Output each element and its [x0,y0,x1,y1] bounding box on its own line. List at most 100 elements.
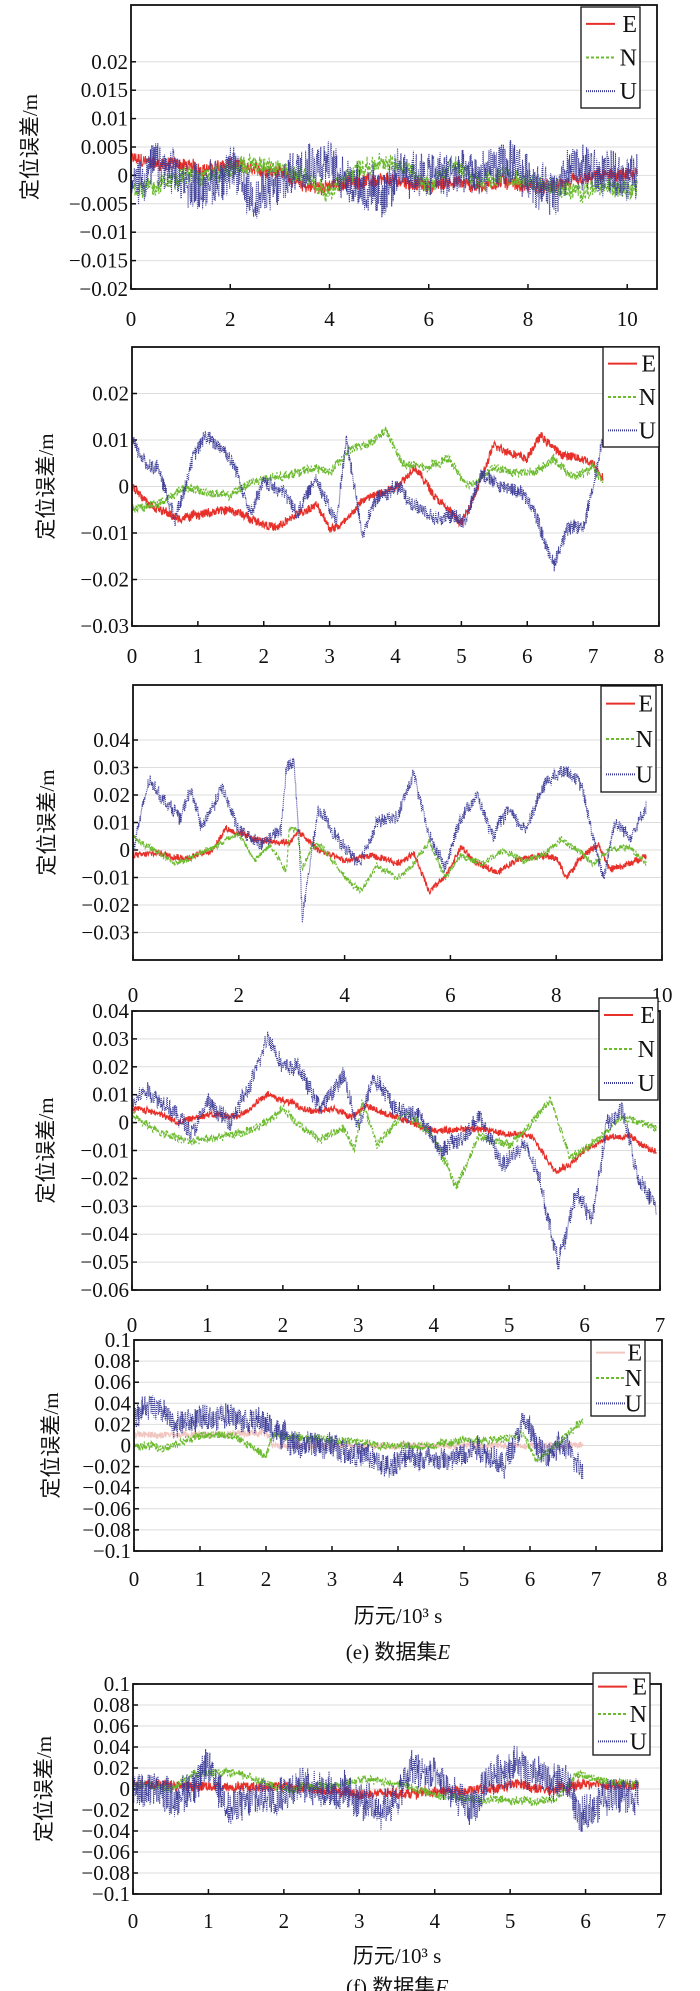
caption-prefix: (e) 数据集 [346,1640,438,1664]
series-line-N [133,824,647,895]
y-tick-label: −0.01 [79,220,128,244]
chart-panel-f: −0.1−0.08−0.06−0.04−0.0200.020.040.060.0… [32,1672,666,1991]
y-tick-label: −0.08 [82,1518,131,1542]
legend-label-N: N [636,727,653,753]
x-tick-label: 2 [259,644,270,668]
x-tick-label: 4 [390,644,401,668]
x-tick-label: 4 [339,983,350,1007]
x-tick-label: 7 [656,1909,667,1933]
legend-label-E: E [632,1675,647,1701]
y-tick-label: −0.03 [80,1194,129,1218]
y-axis-label: 定位误差/m [35,769,59,875]
x-tick-label: 8 [657,1567,668,1591]
series-line-E [132,432,604,534]
series-line-N [133,1767,639,1807]
y-tick-label: 0.02 [92,382,129,406]
y-tick-label: −0.015 [69,249,128,273]
y-tick-label: −0.06 [80,1278,129,1302]
y-tick-label: −0.08 [81,1861,130,1885]
y-tick-label: 0.04 [92,999,129,1023]
x-tick-label: 1 [203,1909,214,1933]
x-tick-label: 3 [353,1313,364,1337]
y-tick-label: 0.02 [93,783,130,807]
y-tick-label: −0.1 [93,1539,131,1563]
y-tick-label: −0.01 [80,1139,129,1163]
legend-label-E: E [638,692,653,718]
y-tick-label: −0.03 [80,614,129,638]
x-tick-label: 2 [225,307,236,331]
x-tick-label: 1 [193,644,204,668]
x-tick-label: 7 [588,644,599,668]
y-tick-label: 0 [120,1777,131,1801]
y-tick-label: −0.02 [81,1798,130,1822]
y-tick-label: 0.01 [92,428,129,452]
x-tick-label: 6 [445,983,456,1007]
y-tick-label: 0.1 [104,1672,130,1696]
y-tick-label: 0 [118,163,129,187]
series-group [133,758,647,923]
x-tick-label: 8 [523,307,534,331]
series-line-U [133,758,647,923]
x-axis-label: 历元/10³ s [353,1944,442,1968]
y-tick-label: −0.02 [81,893,130,917]
x-tick-label: 0 [129,1567,140,1591]
y-tick-label: 0.04 [93,728,130,752]
x-tick-label: 3 [324,644,335,668]
y-tick-label: 0 [119,475,130,499]
plot-frame [132,684,663,961]
chart-panel-e: −0.1−0.08−0.06−0.04−0.0200.020.040.060.0… [39,1328,667,1664]
y-tick-label: 0 [119,1111,130,1135]
series-line-U [134,1395,584,1480]
legend: ENU [598,997,659,1101]
y-tick-label: 0.06 [94,1370,131,1394]
y-tick-label: −0.04 [81,1819,130,1843]
y-tick-label: −0.03 [81,921,130,945]
legend: ENU [592,1672,651,1756]
legend-label-E: E [622,12,637,38]
x-tick-label: 2 [279,1909,290,1933]
x-tick-label: 5 [504,1313,515,1337]
x-tick-label: 4 [429,1909,440,1933]
y-tick-label: 0.015 [81,78,128,102]
legend: ENU [580,6,641,109]
series-group [131,140,638,219]
x-tick-label: 1 [202,1313,213,1337]
x-tick-label: 7 [655,1313,666,1337]
y-tick-label: 0 [120,838,131,862]
y-axis-label: 定位误差/m [34,1097,58,1203]
legend: ENU [590,1339,646,1417]
caption-dataset-letter: F [434,1975,448,1991]
legend: ENU [602,346,660,448]
y-tick-label: 0.02 [94,1412,131,1436]
x-tick-label: 4 [393,1567,404,1591]
series-line-U [132,1031,657,1270]
x-tick-label: 0 [127,644,138,668]
x-tick-label: 5 [505,1909,516,1933]
y-axis-label: 定位误差/m [39,1392,63,1498]
y-tick-label: 0.1 [105,1328,131,1352]
x-tick-label: 6 [525,1567,536,1591]
x-tick-label: 5 [456,644,467,668]
y-tick-label: −0.02 [80,1166,129,1190]
y-tick-label: 0.005 [81,135,128,159]
y-tick-label: −0.01 [80,521,129,545]
x-tick-label: 8 [654,644,665,668]
x-tick-label: 8 [551,983,562,1007]
y-tick-label: 0.02 [92,1055,129,1079]
panel-caption: (e) 数据集E [346,1640,451,1664]
y-tick-label: 0.03 [93,756,130,780]
plot-frame [132,1683,662,1895]
series-line-U [132,430,604,572]
x-tick-label: 6 [423,307,434,331]
plot-frame [133,1339,663,1552]
panel-caption: (f) 数据集F [346,1975,448,1991]
legend-label-U: U [639,418,656,444]
series-group [133,1745,639,1832]
x-tick-label: 0 [127,1313,138,1337]
x-tick-label: 0 [128,983,139,1007]
legend-label-N: N [620,46,637,72]
y-tick-label: 0.02 [93,1756,130,1780]
legend: ENU [600,685,657,793]
x-tick-label: 2 [261,1567,272,1591]
